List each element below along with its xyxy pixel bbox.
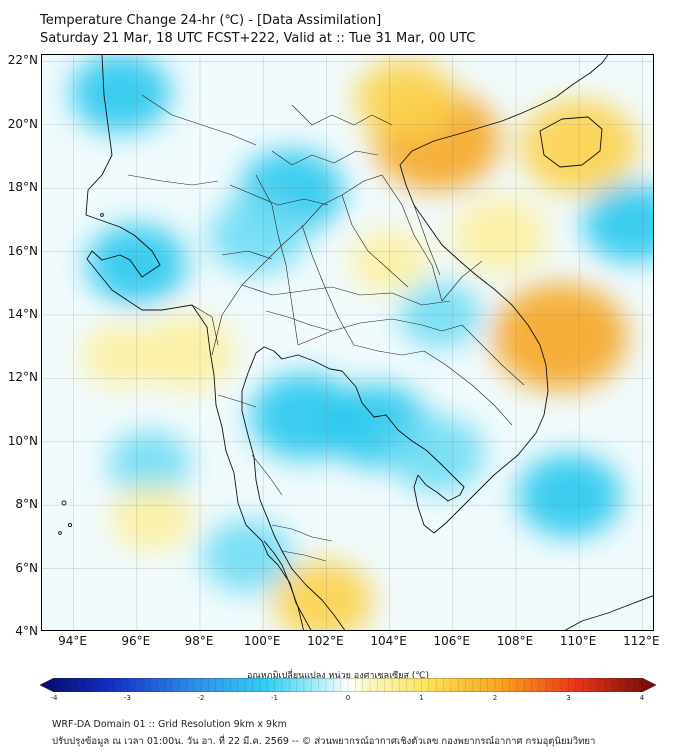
lat-tick-label: 14°N — [7, 306, 38, 321]
lon-tick-label: 100°E — [243, 634, 281, 648]
colorbar-tick-label: -2 — [197, 694, 205, 702]
lon-tick-label: 94°E — [58, 634, 88, 648]
lon-tick-label: 108°E — [496, 634, 534, 648]
anomaly-blob-2 — [209, 197, 305, 274]
lat-tick-label: 12°N — [7, 370, 38, 385]
malay-east-coast — [263, 540, 304, 630]
colorbar-title: อุณหภูมิเปลี่ยนแปลง หน่วย องศาเซลเซียส (… — [246, 671, 430, 681]
coco-islet — [100, 213, 104, 217]
chart-title: Temperature Change 24-hr (℃) - [Data Ass… — [40, 13, 382, 28]
temperature-anomaly-field — [71, 55, 653, 630]
anomaly-blob-19 — [111, 484, 194, 551]
anomaly-blob-11 — [398, 282, 482, 348]
lat-tick-label: 20°N — [7, 116, 38, 131]
anomaly-blob-9 — [108, 431, 191, 497]
lat-tick-label: 10°N — [7, 433, 38, 448]
colorbar-tick-label: 2 — [492, 694, 498, 702]
andaman-islet — [61, 500, 67, 506]
hainan-island — [539, 116, 603, 168]
mainland-coastline — [85, 55, 312, 630]
lat-tick-label: 6°N — [15, 560, 38, 575]
anomaly-blob-18 — [81, 324, 160, 388]
anomaly-blob-16 — [139, 314, 236, 392]
lat-tick-label: 4°N — [15, 624, 38, 638]
anomaly-blob-6 — [389, 416, 485, 493]
lon-tick-label: 102°E — [307, 634, 344, 648]
anomaly-blob-5 — [249, 372, 359, 460]
gulf-east-coast — [241, 346, 465, 630]
anomaly-blob-7 — [517, 453, 622, 538]
colorbar-tick-label: 4 — [639, 694, 645, 702]
anomaly-blob-17 — [273, 560, 374, 630]
anomaly-blob-10 — [201, 519, 293, 593]
colorbar-tick-label: 1 — [419, 694, 424, 702]
chart-subtitle: Saturday 21 Mar, 18 UTC FCST+222, Valid … — [40, 31, 476, 46]
admin-borders — [127, 94, 525, 562]
colorbar-tick-label: -4 — [50, 694, 58, 702]
anomaly-blob-15 — [355, 59, 456, 140]
nicobar-islet-2 — [58, 531, 62, 535]
map-canvas — [42, 55, 653, 630]
lon-tick-label: 96°E — [121, 634, 151, 648]
nicobar-islet — [67, 522, 73, 528]
colorbar-tick-label: -1 — [271, 694, 278, 702]
footer-credit: ปรับปรุงข้อมูล ณ เวลา 01:00น. วัน อา. ที… — [52, 736, 596, 747]
lon-tick-label: 112°E — [623, 634, 660, 648]
footer-model-info: WRF-DA Domain 01 :: Grid Resolution 9km … — [52, 719, 287, 730]
lon-tick-label: 104°E — [370, 634, 407, 648]
colorbar — [40, 678, 656, 692]
coastlines-and-borders — [58, 55, 653, 630]
lat-tick-label: 18°N — [7, 180, 38, 195]
colorbar-ramp — [40, 678, 656, 692]
colorbar-tick-label: -3 — [124, 694, 131, 702]
anomaly-blob-13 — [492, 283, 628, 392]
anomaly-blob-14 — [520, 99, 638, 194]
colorbar-tick-label: 3 — [566, 694, 571, 702]
anomaly-blob-20 — [350, 229, 429, 293]
lon-tick-label: 110°E — [559, 634, 597, 648]
anomaly-blob-8 — [582, 183, 653, 264]
mekong-delta-coast — [399, 55, 609, 534]
lat-tick-label: 22°N — [7, 53, 38, 68]
lon-tick-label: 106°E — [433, 634, 471, 648]
lat-tick-label: 16°N — [7, 243, 38, 258]
graticule — [42, 55, 653, 630]
anomaly-blob-3 — [86, 224, 187, 305]
anomaly-blob-0 — [71, 55, 171, 134]
map-panel[interactable] — [41, 54, 654, 631]
colorbar-tick-label: 0 — [345, 694, 351, 702]
lat-tick-label: 8°N — [15, 497, 38, 512]
anomaly-blob-21 — [452, 197, 548, 274]
lon-tick-label: 98°E — [184, 634, 214, 648]
borneo-coast-hint — [564, 595, 653, 630]
